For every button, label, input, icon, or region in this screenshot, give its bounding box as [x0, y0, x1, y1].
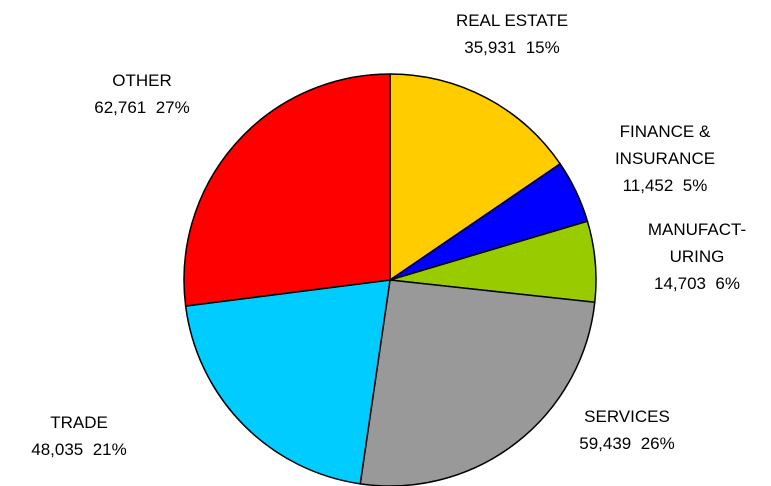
category-label: MANUFACT- URING — [647, 220, 747, 266]
pie-slice — [389, 73, 562, 282]
category-label: REAL ESTATE — [455, 11, 569, 30]
slice-label: MANUFACT- URING 14,703 6% — [648, 216, 746, 297]
value-label: 48,035 21% — [31, 440, 127, 459]
value-label: 62,761 27% — [94, 98, 190, 117]
category-label: TRADE — [50, 413, 108, 432]
value-label: 11,452 5% — [622, 176, 708, 195]
pie-slice — [184, 279, 391, 485]
category-label: OTHER — [112, 71, 172, 90]
slice-label: REAL ESTATE 35,931 15% — [456, 7, 568, 61]
category-label: FINANCE & INSURANCE — [614, 122, 716, 168]
value-label: 14,703 6% — [653, 274, 741, 293]
slice-label: SERVICES 59,439 26% — [579, 403, 674, 457]
pie-slice — [359, 279, 596, 486]
value-label: 35,931 15% — [464, 38, 560, 57]
slice-label: TRADE 48,035 21% — [31, 409, 126, 463]
slice-label: FINANCE & INSURANCE 11,452 5% — [615, 118, 715, 199]
category-label: SERVICES — [584, 407, 670, 426]
slice-label: OTHER 62,761 27% — [94, 67, 189, 121]
value-label: 59,439 26% — [579, 434, 675, 453]
pie-slice — [183, 73, 391, 307]
